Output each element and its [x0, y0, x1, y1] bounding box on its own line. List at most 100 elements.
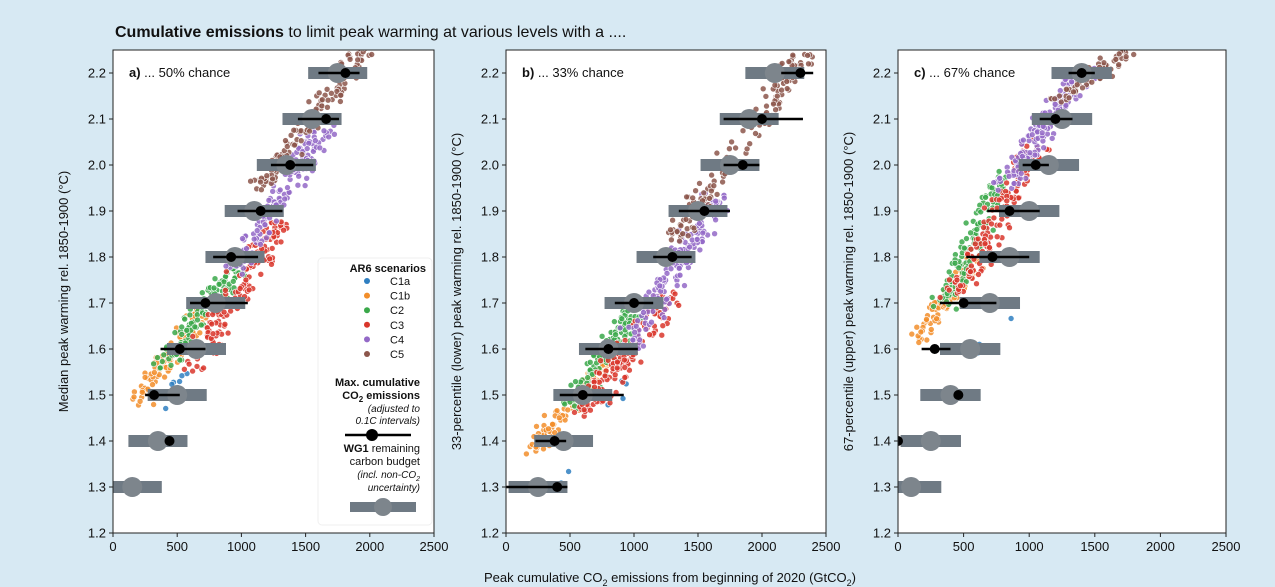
- scatter-point-c1b: [141, 374, 149, 381]
- scatter-point-c5: [306, 127, 313, 135]
- x-axis-label-part: ): [852, 570, 856, 585]
- y-tick-label: 2.0: [873, 158, 891, 173]
- legend-entries: C1a C1b C2 C3 C4 C5: [364, 276, 411, 361]
- max-emission-dot: [699, 206, 710, 216]
- legend-marker-c3: [364, 321, 370, 328]
- scatter-point-c5: [679, 230, 687, 237]
- legend-marker-c2: [364, 307, 370, 314]
- panel-title-letter: c): [914, 65, 926, 80]
- scatter-point-c2: [181, 315, 188, 323]
- x-tick-label: 2000: [748, 539, 777, 554]
- scatter-point-c2: [612, 331, 619, 339]
- legend-max-note-2: 0.1C intervals): [356, 416, 420, 427]
- scatter-point-c3: [646, 331, 653, 339]
- scatter-point-c5: [1130, 51, 1137, 58]
- scatter-point-c3: [236, 285, 244, 292]
- y-tick-label: 2.0: [88, 158, 106, 173]
- scatter-point-c4: [673, 282, 681, 289]
- scatter-point-c5: [708, 171, 715, 179]
- scatter-point-c1b: [545, 425, 552, 433]
- scatter-point-c4: [696, 246, 704, 254]
- scatter-point-c5: [290, 126, 298, 134]
- scatter-point-c1a: [565, 468, 572, 475]
- scatter-point-c5: [298, 151, 306, 158]
- y-tick-label: 1.6: [873, 342, 891, 357]
- max-emission-dot: [226, 252, 237, 262]
- scatter-point-c3: [268, 245, 276, 252]
- scatter-point-c2: [154, 354, 161, 361]
- y-tick-label: 1.8: [88, 250, 106, 265]
- scatter-point-c4: [265, 229, 273, 236]
- scatter-point-c2: [171, 329, 179, 336]
- scatter-point-c2: [611, 318, 618, 325]
- scatter-point-c2: [230, 278, 237, 285]
- scatter-point-c3: [671, 290, 679, 298]
- scatter-point-c4: [676, 271, 684, 279]
- scatter-point-c3: [266, 255, 274, 263]
- scatter-point-c2: [995, 168, 1003, 175]
- scatter-point-c4: [284, 184, 291, 191]
- scatter-point-c5: [804, 52, 811, 59]
- scatter-point-c1b: [151, 369, 158, 376]
- scatter-point-c5: [682, 216, 690, 223]
- scatter-point-c5: [684, 232, 692, 239]
- chart-panels: 1.2 1.3 1.4 1.5 1.6 1.7 1.8 1.9 2.0 2.1 2.2 0 500 100…: [56, 49, 1240, 554]
- panel-title: c) ... 67% chance: [914, 65, 1015, 80]
- y-tick-label: 2.1: [88, 112, 106, 127]
- scatter-point-c4: [295, 172, 303, 180]
- axes-frame: [112, 49, 435, 534]
- scatter-point-c2: [567, 381, 575, 389]
- budget-dot: [901, 477, 922, 497]
- scatter-point-c5: [323, 86, 331, 93]
- legend-marker-c5: [364, 351, 370, 357]
- scatter-point-c3: [975, 271, 982, 278]
- scatter-point-c5: [337, 98, 344, 105]
- scatter-point-c4: [656, 282, 664, 290]
- scatter-point-c5: [337, 91, 345, 99]
- scatter-point-c2: [150, 360, 157, 368]
- scatter-point-c2: [955, 264, 963, 272]
- scatter-point-c4: [303, 145, 311, 152]
- x-tick-label: 2000: [355, 539, 384, 554]
- scatter-point-c2: [211, 275, 219, 283]
- scatter-point-c5: [746, 140, 754, 147]
- scatter-point-c5: [783, 78, 791, 85]
- panel-title-text: ... 33% chance: [534, 65, 624, 80]
- scatter-point-c2: [198, 321, 205, 329]
- scatter-point-c5: [771, 81, 779, 89]
- scatter-point-c3: [601, 372, 609, 380]
- budget-dot: [147, 431, 168, 451]
- scatter-point-c4: [1028, 131, 1036, 138]
- scatter-point-c3: [971, 240, 979, 248]
- x-tick-label: 500: [953, 539, 975, 554]
- y-tick-label: 1.3: [873, 480, 891, 495]
- scatter-point-c4: [301, 182, 309, 189]
- legend-label-c3: C3: [390, 320, 404, 332]
- panel-b: 1.2 1.3 1.4 1.5 1.6 1.7 1.8 1.9 2.0 2.1 2.2 0 500 100…: [449, 49, 840, 554]
- legend-max-title: Max. cumulative: [335, 377, 420, 389]
- y-tick-label: 1.6: [88, 342, 106, 357]
- x-tick-label: 0: [502, 539, 509, 554]
- legend-label-c5: C5: [390, 349, 404, 361]
- scatter-point-c4: [303, 175, 311, 182]
- scatter-point-c1b: [196, 329, 204, 337]
- scatter-point-c4: [257, 241, 264, 248]
- max-emission-dot: [255, 206, 266, 216]
- y-tick-label: 1.3: [481, 480, 499, 495]
- scatter-point-c3: [968, 262, 975, 270]
- scatter-point-c1a: [1007, 315, 1015, 322]
- scatter-point-c5: [778, 86, 785, 94]
- max-emission-dot: [795, 68, 806, 78]
- scatter-point-c2: [982, 194, 989, 201]
- scatter-point-c3: [981, 240, 989, 247]
- scatter-point-c5: [762, 93, 770, 100]
- scatter-point-c1a: [178, 372, 186, 380]
- scatter-point-c4: [1048, 135, 1056, 142]
- scatter-point-c5: [689, 194, 697, 202]
- scatter-point-c3: [973, 280, 980, 288]
- scatter-point-c3: [587, 406, 594, 414]
- scatter-point-c5: [1079, 84, 1086, 92]
- scatter-point-c4: [269, 188, 277, 195]
- max-emission-dot: [340, 68, 351, 78]
- legend-max-note-1: (adjusted to: [368, 404, 421, 415]
